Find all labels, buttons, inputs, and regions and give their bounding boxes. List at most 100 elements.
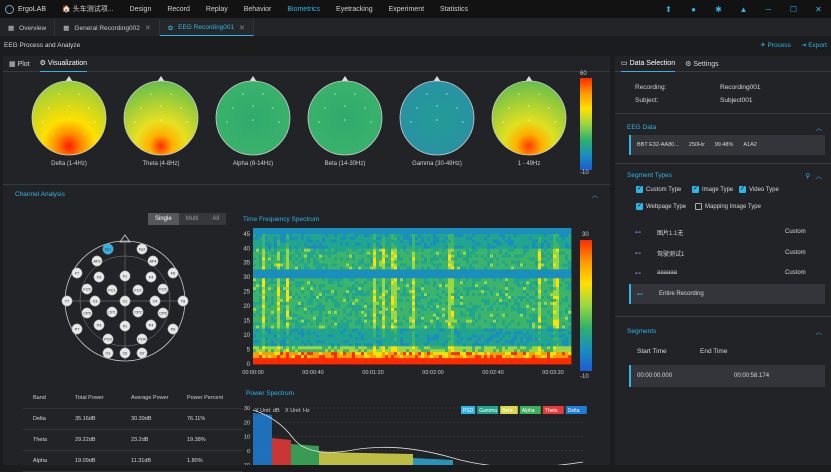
- upload-icon[interactable]: ⬆: [656, 0, 681, 18]
- project-menu[interactable]: 🏠 头车测试项...: [54, 0, 122, 18]
- tfs-cell: [490, 275, 493, 278]
- electrode-po3[interactable]: PO3: [103, 334, 113, 344]
- help-icon[interactable]: ●: [681, 0, 706, 18]
- electrode-fc2[interactable]: FC2: [133, 285, 143, 295]
- menu-statistics[interactable]: Statistics: [432, 0, 476, 18]
- electrode-t7[interactable]: T7: [62, 296, 72, 306]
- tfs-cell: [391, 243, 394, 246]
- tfs-cell: [397, 308, 400, 311]
- tfs-cell: [337, 311, 340, 314]
- tfs-cell: [562, 255, 565, 258]
- tfs-cell: [550, 261, 553, 264]
- close-icon[interactable]: ✕: [145, 24, 151, 32]
- tfs-cell: [514, 296, 517, 299]
- tab-overview[interactable]: ▦Overview: [0, 20, 55, 36]
- tfs-cell: [259, 293, 262, 296]
- menu-design[interactable]: Design: [122, 0, 160, 18]
- electrode-f7[interactable]: F7: [72, 268, 82, 278]
- tab-visualization[interactable]: ⚙ Visualization: [40, 56, 87, 72]
- menu-record[interactable]: Record: [159, 0, 198, 18]
- close-icon[interactable]: ✕: [239, 24, 245, 32]
- tfs-cell: [532, 287, 535, 290]
- tfs-cell: [496, 269, 499, 272]
- tfs-cell: [550, 320, 553, 323]
- user-icon[interactable]: ▲: [731, 0, 756, 18]
- electrode-fc5[interactable]: FC5: [82, 284, 92, 294]
- tfs-cell: [280, 261, 283, 264]
- electrode-fc1[interactable]: FC1: [107, 285, 117, 295]
- tfs-cell: [433, 355, 436, 358]
- tfs-cell: [565, 269, 568, 272]
- electrode-cp5[interactable]: CP5: [82, 308, 92, 318]
- tfs-cell: [454, 272, 457, 275]
- electrode-af4[interactable]: AF4: [148, 256, 158, 266]
- tfs-cell: [373, 358, 376, 361]
- electrode-po4[interactable]: PO4: [137, 334, 147, 344]
- mode-single[interactable]: Single: [148, 213, 179, 225]
- electrode-pz[interactable]: Pz: [120, 321, 130, 331]
- electrode-fz[interactable]: Fz: [120, 271, 130, 281]
- electrode-c3[interactable]: C3: [90, 296, 100, 306]
- tfs-cell: [325, 266, 328, 269]
- electrode-o2[interactable]: O2: [137, 348, 147, 358]
- electrode-o1[interactable]: O1: [103, 348, 113, 358]
- tfs-cell: [334, 323, 337, 326]
- electrode-p8[interactable]: P8: [168, 324, 178, 334]
- electrode-p4[interactable]: P4: [146, 320, 156, 330]
- electrode-fp2[interactable]: Fp2: [137, 244, 147, 254]
- close-button[interactable]: ✕: [806, 0, 831, 18]
- gear-icon[interactable]: ✱: [706, 0, 731, 18]
- tfs-cell: [382, 346, 385, 349]
- tfs-cell: [514, 358, 517, 361]
- tfs-cell: [328, 355, 331, 358]
- tfs-cell: [427, 272, 430, 275]
- menu-biometrics[interactable]: Biometrics: [279, 0, 328, 18]
- tfs-cell: [463, 326, 466, 329]
- menu-replay[interactable]: Replay: [198, 0, 236, 18]
- electrode-cz[interactable]: Cz: [120, 296, 130, 306]
- tfs-cell: [562, 358, 565, 361]
- tfs-cell: [466, 278, 469, 281]
- electrode-af3[interactable]: AF3: [92, 256, 102, 266]
- electrode-fp1[interactable]: Fp1: [103, 244, 113, 254]
- export-button[interactable]: ⇥ Export: [801, 41, 827, 49]
- tfs-cell: [412, 240, 415, 243]
- electrode-t8[interactable]: T8: [178, 296, 188, 306]
- electrode-oz[interactable]: Oz: [120, 348, 130, 358]
- tab-plot[interactable]: ▦ Plot: [9, 60, 30, 68]
- tfs-cell: [403, 337, 406, 340]
- electrode-f4[interactable]: F4: [146, 272, 156, 282]
- tfs-cell: [562, 249, 565, 252]
- channel-analysis-header[interactable]: Channel Analysis ︿: [3, 188, 610, 200]
- menu-experiment[interactable]: Experiment: [381, 0, 432, 18]
- tfs-cell: [277, 337, 280, 340]
- electrode-p3[interactable]: P3: [94, 320, 104, 330]
- tfs-cell: [343, 240, 346, 243]
- chevron-up-icon[interactable]: ︿: [592, 189, 599, 199]
- mode-all[interactable]: All: [205, 213, 226, 225]
- mode-multi[interactable]: Multi: [179, 213, 206, 225]
- menu-behavior[interactable]: Behavior: [236, 0, 280, 18]
- tfs-cell: [562, 263, 565, 266]
- electrode-cp2[interactable]: CP2: [133, 307, 143, 317]
- tfs-cell: [499, 334, 502, 337]
- tfs-cell: [454, 337, 457, 340]
- minimize-button[interactable]: ─: [756, 0, 781, 18]
- tfs-cell: [556, 305, 559, 308]
- tfs-cell: [421, 293, 424, 296]
- electrode-cp6[interactable]: CP6: [158, 308, 168, 318]
- electrode-f8[interactable]: F8: [168, 268, 178, 278]
- menu-eyetracking[interactable]: Eyetracking: [328, 0, 381, 18]
- tab-general-recording[interactable]: ▦General Recording002✕: [55, 20, 159, 36]
- tfs-cell: [361, 346, 364, 349]
- tfs-cell: [499, 243, 502, 246]
- process-button[interactable]: ✈ Process: [760, 41, 791, 49]
- tab-eeg-recording[interactable]: ✿EEG Recording001✕: [160, 20, 254, 36]
- electrode-fc6[interactable]: FC6: [158, 284, 168, 294]
- electrode-f3[interactable]: F3: [94, 272, 104, 282]
- electrode-cp1[interactable]: CP1: [107, 307, 117, 317]
- maximize-button[interactable]: ☐: [781, 0, 806, 18]
- electrode-c4[interactable]: C4: [150, 296, 160, 306]
- electrode-p7[interactable]: P7: [72, 324, 82, 334]
- electrode-label: O1: [105, 352, 110, 356]
